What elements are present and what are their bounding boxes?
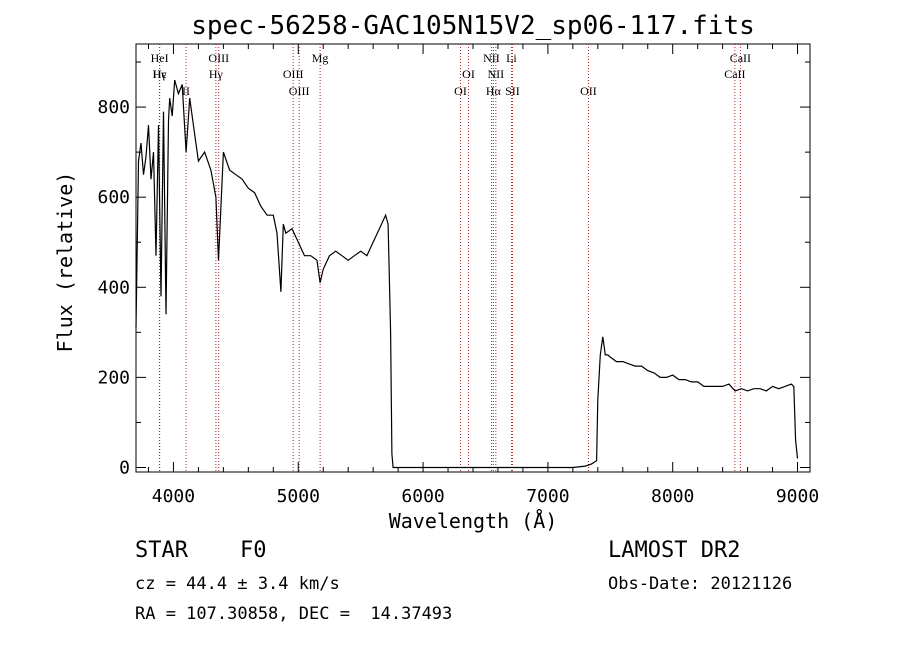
marker-label: NII xyxy=(483,51,500,65)
plot-frame xyxy=(135,43,811,473)
marker-label: CaII xyxy=(724,67,745,81)
y-tick-label: 800 xyxy=(97,97,130,118)
y-tick-label: 600 xyxy=(97,187,130,208)
marker-label: OIII xyxy=(208,51,229,65)
marker-label: Hγ xyxy=(209,67,224,81)
marker-label: Hγ xyxy=(152,67,167,81)
marker-label: SII xyxy=(505,84,520,98)
x-tick-label: 4000 xyxy=(152,486,195,507)
x-tick-label: 6000 xyxy=(401,486,444,507)
marker-label: OIII xyxy=(289,84,310,98)
obs-date: Obs-Date: 20121126 xyxy=(608,574,793,594)
marker-label: Mg xyxy=(312,51,329,65)
marker-label: Li xyxy=(506,51,517,65)
marker-label: CaII xyxy=(730,51,751,65)
y-tick-label: 0 xyxy=(119,457,130,478)
marker-label: Hϵ xyxy=(153,67,167,81)
x-axis-label: Wavelength (Å) xyxy=(389,509,558,533)
redshift-line: cz = 44.4 ± 3.4 km/s xyxy=(135,574,340,594)
marker-label: II xyxy=(182,84,190,98)
coordinates: RA = 107.30858, DEC = 14.37493 xyxy=(135,604,453,624)
marker-label: OIII xyxy=(283,67,304,81)
object-class: STAR xyxy=(135,538,188,563)
marker-label: NII xyxy=(488,67,505,81)
x-tick-label: 5000 xyxy=(277,486,320,507)
survey-label: LAMOST DR2 xyxy=(608,538,741,563)
x-tick-label: 8000 xyxy=(651,486,694,507)
x-tick-label: 9000 xyxy=(776,486,819,507)
marker-label: OII xyxy=(580,84,597,98)
marker-label: OI xyxy=(462,67,475,81)
spectrum-line xyxy=(135,79,799,469)
y-axis-label: Flux (relative) xyxy=(53,172,77,353)
marker-label: HeI xyxy=(151,51,169,65)
chart-title: spec-56258-GAC105N15V2_sp06-117.fits xyxy=(191,11,755,41)
marker-label: Hα xyxy=(486,84,502,98)
y-tick-label: 400 xyxy=(97,277,130,298)
x-tick-label: 7000 xyxy=(526,486,569,507)
marker-label: OI xyxy=(454,84,467,98)
y-tick-label: 200 xyxy=(97,367,130,388)
spectral-subclass: F0 xyxy=(240,538,267,563)
